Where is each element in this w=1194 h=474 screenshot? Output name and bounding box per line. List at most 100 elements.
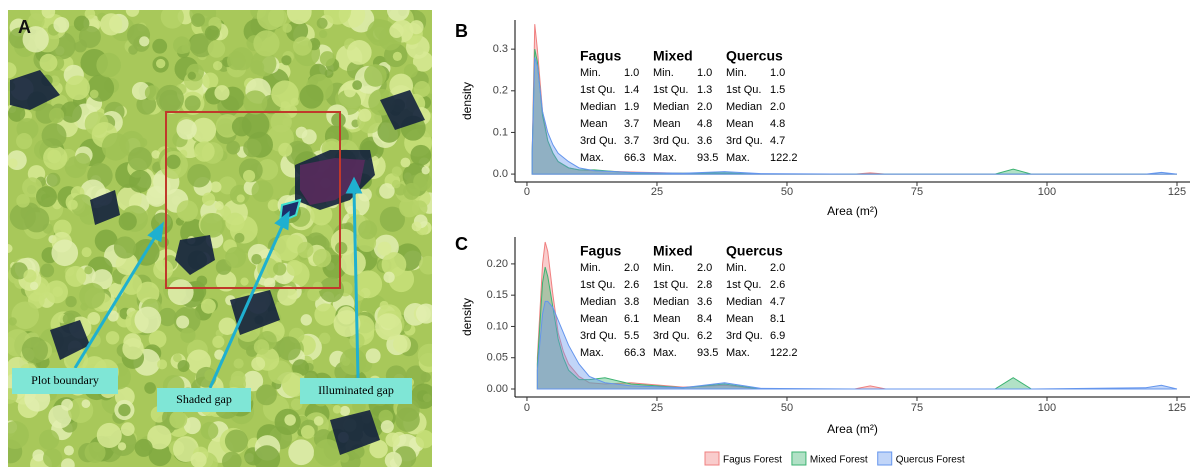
stats-row-label: Min. (653, 262, 674, 274)
y-tick-label: 0.00 (487, 383, 508, 395)
canopy (339, 405, 351, 417)
canopy (96, 52, 121, 78)
stats-header: Quercus (726, 48, 783, 64)
arrow (208, 221, 286, 389)
stats-row-label: Min. (580, 67, 601, 79)
canopy (251, 180, 274, 203)
stats-row-label: Mean (653, 118, 681, 130)
canopy (236, 194, 245, 203)
stats-row-label: Mean (726, 118, 754, 130)
stats-row-label: Median (726, 101, 762, 113)
canopy (221, 451, 242, 467)
canopy (152, 38, 168, 54)
canopy (300, 425, 315, 439)
canopy (202, 72, 219, 89)
canopy (210, 181, 222, 193)
canopy (273, 262, 287, 276)
canopy (40, 263, 55, 278)
stats-value: 2.6 (624, 279, 639, 291)
canopy (84, 10, 96, 19)
canopy (224, 429, 248, 453)
canopy (310, 203, 333, 226)
canopy (200, 421, 219, 440)
stats-value: 6.9 (770, 330, 785, 342)
canopy (365, 348, 381, 364)
stats-row-label: 3rd Qu. (580, 330, 617, 342)
canopy (115, 252, 138, 276)
canopy (400, 157, 411, 168)
canopy (120, 422, 135, 437)
canopy (385, 432, 400, 447)
stats-value: 2.0 (697, 262, 712, 274)
stats-value: 93.5 (697, 152, 718, 164)
canopy (218, 317, 236, 335)
stats-row-label: Max. (580, 347, 604, 359)
canopy (214, 201, 224, 211)
canopy (292, 36, 313, 56)
canopy (41, 123, 67, 149)
canopy (87, 312, 101, 325)
canopy (187, 71, 196, 80)
stats-value: 1.5 (770, 84, 785, 96)
legend: Fagus Forest Mixed Forest Quercus Forest (704, 451, 965, 466)
canopy (215, 270, 237, 292)
stats-row-label: Max. (580, 152, 604, 164)
canopy (295, 126, 308, 139)
canopy (422, 393, 432, 403)
canopy (410, 144, 432, 166)
stats-row-label: Median (580, 101, 616, 113)
canopy (96, 422, 122, 448)
stats-row-label: 3rd Qu. (726, 135, 763, 147)
stats-value: 122.2 (770, 152, 798, 164)
canopy (384, 451, 402, 467)
canopy (8, 244, 13, 253)
canopy (176, 315, 190, 329)
canopy (176, 119, 197, 140)
legend-label: Fagus Forest (723, 455, 782, 466)
canopy (43, 448, 63, 467)
canopy (253, 445, 281, 467)
canopy (46, 172, 61, 187)
annotation: Shaded gap (176, 392, 232, 406)
stats-row-label: 1st Qu. (726, 84, 761, 96)
canopy (333, 310, 361, 337)
stats-value: 122.2 (770, 347, 798, 359)
canopy (276, 336, 301, 361)
canopy (234, 232, 245, 244)
canopy (201, 192, 216, 206)
stats-row-label: Mean (580, 313, 608, 325)
arrow (73, 231, 160, 369)
stats-header: Quercus (726, 243, 783, 259)
canopy (65, 295, 77, 308)
canopy (380, 420, 394, 434)
x-tick-label: 0 (524, 186, 530, 198)
canopy-gap (50, 320, 90, 360)
canopy (243, 138, 262, 158)
stats-row-label: 1st Qu. (653, 84, 688, 96)
canopy (271, 80, 299, 109)
canopy (78, 25, 101, 48)
canopy (200, 298, 216, 314)
stats-value: 4.7 (770, 135, 785, 147)
canopy (118, 403, 131, 417)
canopy (358, 108, 372, 122)
canopy (139, 36, 150, 47)
canopy (413, 81, 431, 98)
canopy (51, 239, 79, 267)
canopy (417, 343, 432, 367)
canopy (399, 197, 420, 218)
canopy (184, 95, 201, 112)
y-tick-label: 0.2 (493, 85, 508, 97)
annotation: Plot boundary (31, 373, 99, 387)
canopy (207, 40, 226, 58)
illuminated-gap (300, 158, 365, 205)
canopy (166, 154, 181, 169)
canopy (194, 141, 215, 162)
canopy (79, 282, 105, 309)
canopy (290, 398, 303, 411)
canopy (8, 158, 18, 169)
canopy (204, 25, 220, 41)
stats-value: 2.0 (770, 262, 785, 274)
x-tick-label: 75 (911, 186, 923, 198)
canopy (172, 36, 191, 55)
